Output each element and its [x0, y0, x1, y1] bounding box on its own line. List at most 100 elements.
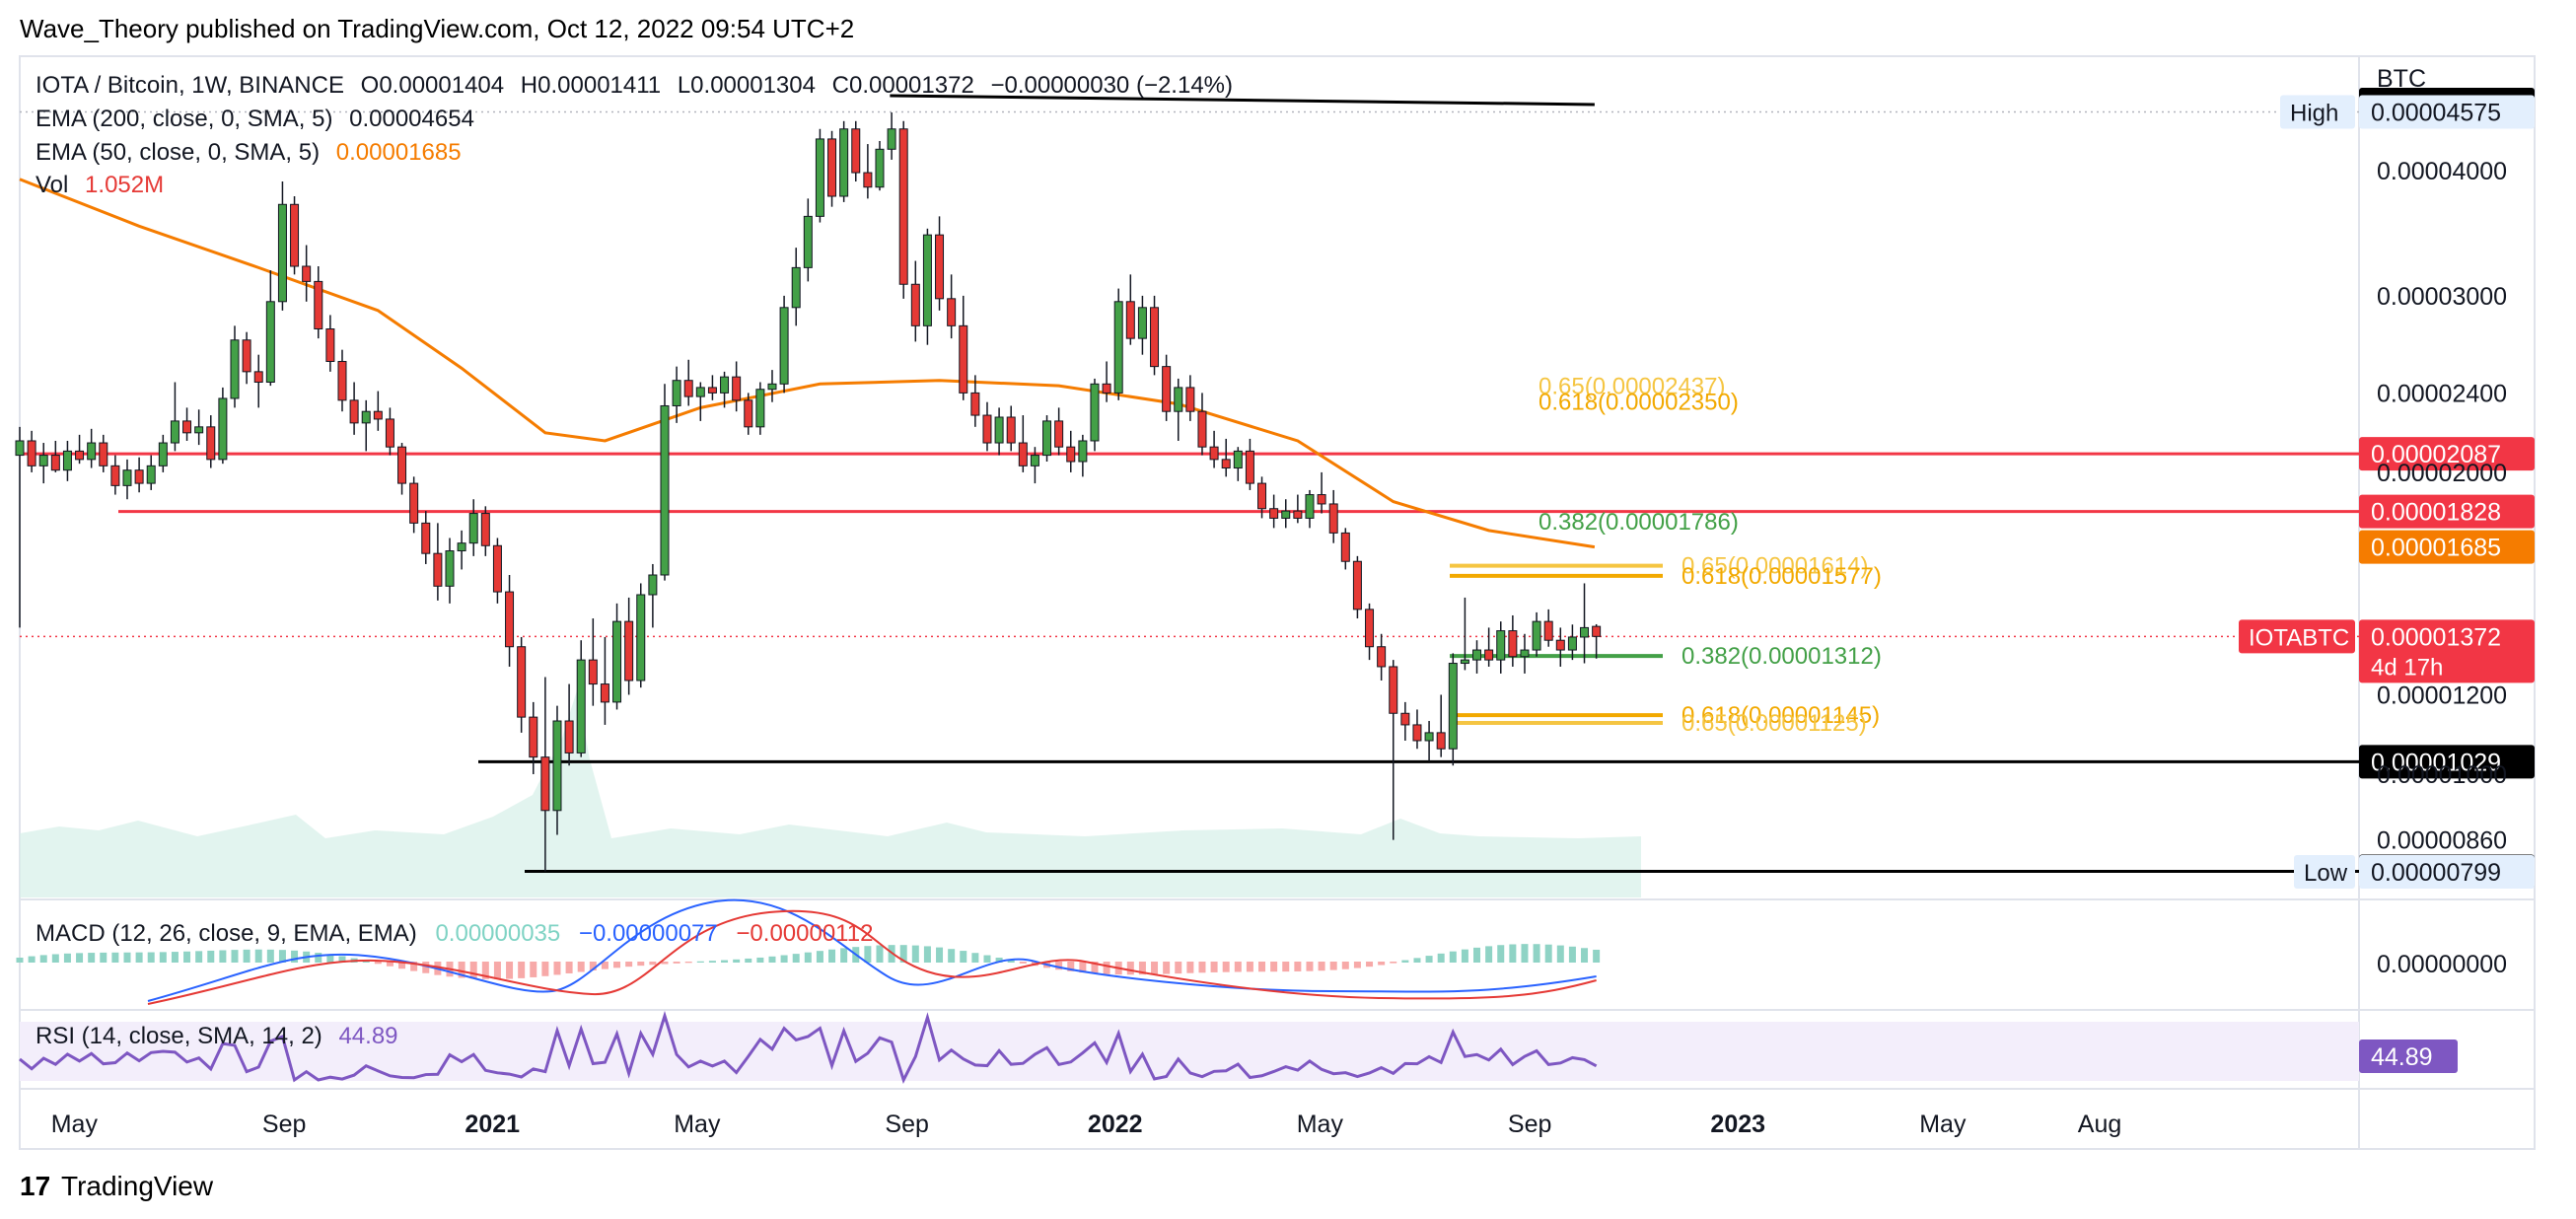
macd-hist-bar	[1270, 962, 1278, 972]
macd-hist-bar	[1461, 949, 1468, 963]
macd-hist-bar	[1126, 962, 1134, 975]
time-axis-label: 2023	[1710, 1111, 1765, 1138]
price-tag-value: 0.00001685	[2371, 535, 2501, 562]
macd-hist-bar	[135, 952, 143, 963]
candle-body	[265, 301, 275, 384]
candle-body	[397, 446, 407, 484]
candle-body	[588, 659, 598, 685]
candle-body	[1592, 625, 1602, 637]
candle-body	[1197, 410, 1207, 448]
candle-body	[158, 442, 168, 466]
macd-hist-bar	[1544, 944, 1552, 963]
candle-body	[75, 450, 85, 461]
candle-0	[15, 426, 25, 628]
candle-body	[505, 591, 515, 648]
candle-50	[612, 603, 622, 710]
candle-20	[253, 354, 263, 408]
macd-hist-bar	[88, 953, 96, 963]
candle-body	[1293, 510, 1303, 519]
candle-48	[588, 618, 598, 706]
candle-body	[1555, 639, 1565, 651]
macd-hist-bar	[1401, 960, 1409, 963]
candle-body	[994, 416, 1004, 444]
price-tick-label: 0.00003000	[2377, 283, 2507, 311]
fib-label-3: 0.65(0.00001614)	[1682, 553, 1869, 580]
candle-body	[683, 380, 693, 397]
candle-121	[1460, 597, 1469, 671]
candle-53	[648, 563, 658, 628]
macd-hist-bar	[1485, 946, 1493, 963]
candle-107	[1293, 494, 1303, 524]
rsi-legend: RSI (14, close, SMA, 14, 2) 44.89	[36, 1023, 398, 1049]
candle-body	[732, 376, 742, 401]
candle-64	[779, 295, 789, 394]
macd-hist-bar	[1509, 944, 1517, 963]
candle-78	[947, 274, 957, 339]
candle-body	[1532, 620, 1541, 651]
macd-hist-bar	[553, 962, 561, 975]
candle-body	[1460, 659, 1469, 665]
candle-99	[1197, 393, 1207, 456]
candle-60	[732, 361, 742, 412]
candle-51	[624, 597, 634, 695]
macd-hist-bar	[39, 955, 47, 963]
candle-103	[1245, 438, 1254, 490]
macd-hist-bar	[243, 949, 250, 963]
macd-hist-bar	[315, 953, 322, 963]
candle-70	[851, 120, 861, 182]
candle-body	[910, 283, 920, 326]
macd-hist-bar	[649, 962, 657, 966]
candle-109	[1317, 471, 1326, 514]
tradingview-logo[interactable]: 17 TradingView	[20, 1171, 214, 1201]
candle-body	[480, 513, 490, 546]
candle-body	[1317, 494, 1326, 505]
macd-hist-bar	[1234, 962, 1242, 972]
candle-73	[887, 112, 896, 160]
candle-body	[1269, 508, 1279, 519]
candle-body	[492, 544, 502, 593]
candle-body	[1113, 301, 1123, 394]
price-tag-value: 0.00000799	[2371, 859, 2501, 887]
candle-38	[468, 499, 478, 556]
candle-66	[803, 198, 813, 282]
candle-105	[1269, 494, 1279, 529]
candle-81	[982, 401, 992, 452]
candle-89	[1078, 434, 1088, 477]
macd-hist-bar	[936, 947, 944, 963]
macd-hist-bar	[51, 954, 59, 963]
macd-hist-bar	[637, 962, 645, 967]
macd-hist-bar	[374, 962, 382, 965]
macd-hist-bar	[565, 962, 573, 973]
candle-body	[1484, 649, 1494, 661]
candle-body	[325, 328, 335, 362]
candle-body	[803, 215, 813, 268]
candle-body	[1352, 560, 1362, 610]
macd-hist-bar	[481, 962, 489, 979]
candle-body	[791, 266, 801, 309]
candle-111	[1340, 528, 1350, 570]
candle-body	[1448, 663, 1458, 750]
macd-hist-bar	[159, 952, 167, 963]
candle-116	[1400, 701, 1410, 741]
candle-body	[337, 360, 347, 401]
candle-95	[1150, 295, 1160, 376]
candle-85	[1030, 447, 1039, 484]
price-tag-3: 0.00001828	[2359, 494, 2535, 529]
macd-hist-bar	[1294, 962, 1302, 971]
candle-63	[767, 370, 777, 402]
candle-body	[242, 339, 251, 373]
candle-104	[1257, 476, 1267, 519]
candle-11	[146, 455, 156, 490]
candle-body	[1221, 459, 1231, 469]
candle-body	[1365, 609, 1375, 648]
macd-hist-bar	[410, 962, 418, 971]
macd-hist-bar	[1533, 944, 1540, 963]
macd-hist-bar	[195, 951, 203, 963]
candle-body	[1006, 416, 1016, 444]
price-tag-1: High 0.00004575	[2280, 95, 2535, 129]
macd-hist-bar	[1258, 962, 1266, 972]
macd-hist-bar	[684, 962, 692, 964]
candle-49	[600, 636, 609, 725]
macd-hist-bar	[792, 954, 800, 963]
